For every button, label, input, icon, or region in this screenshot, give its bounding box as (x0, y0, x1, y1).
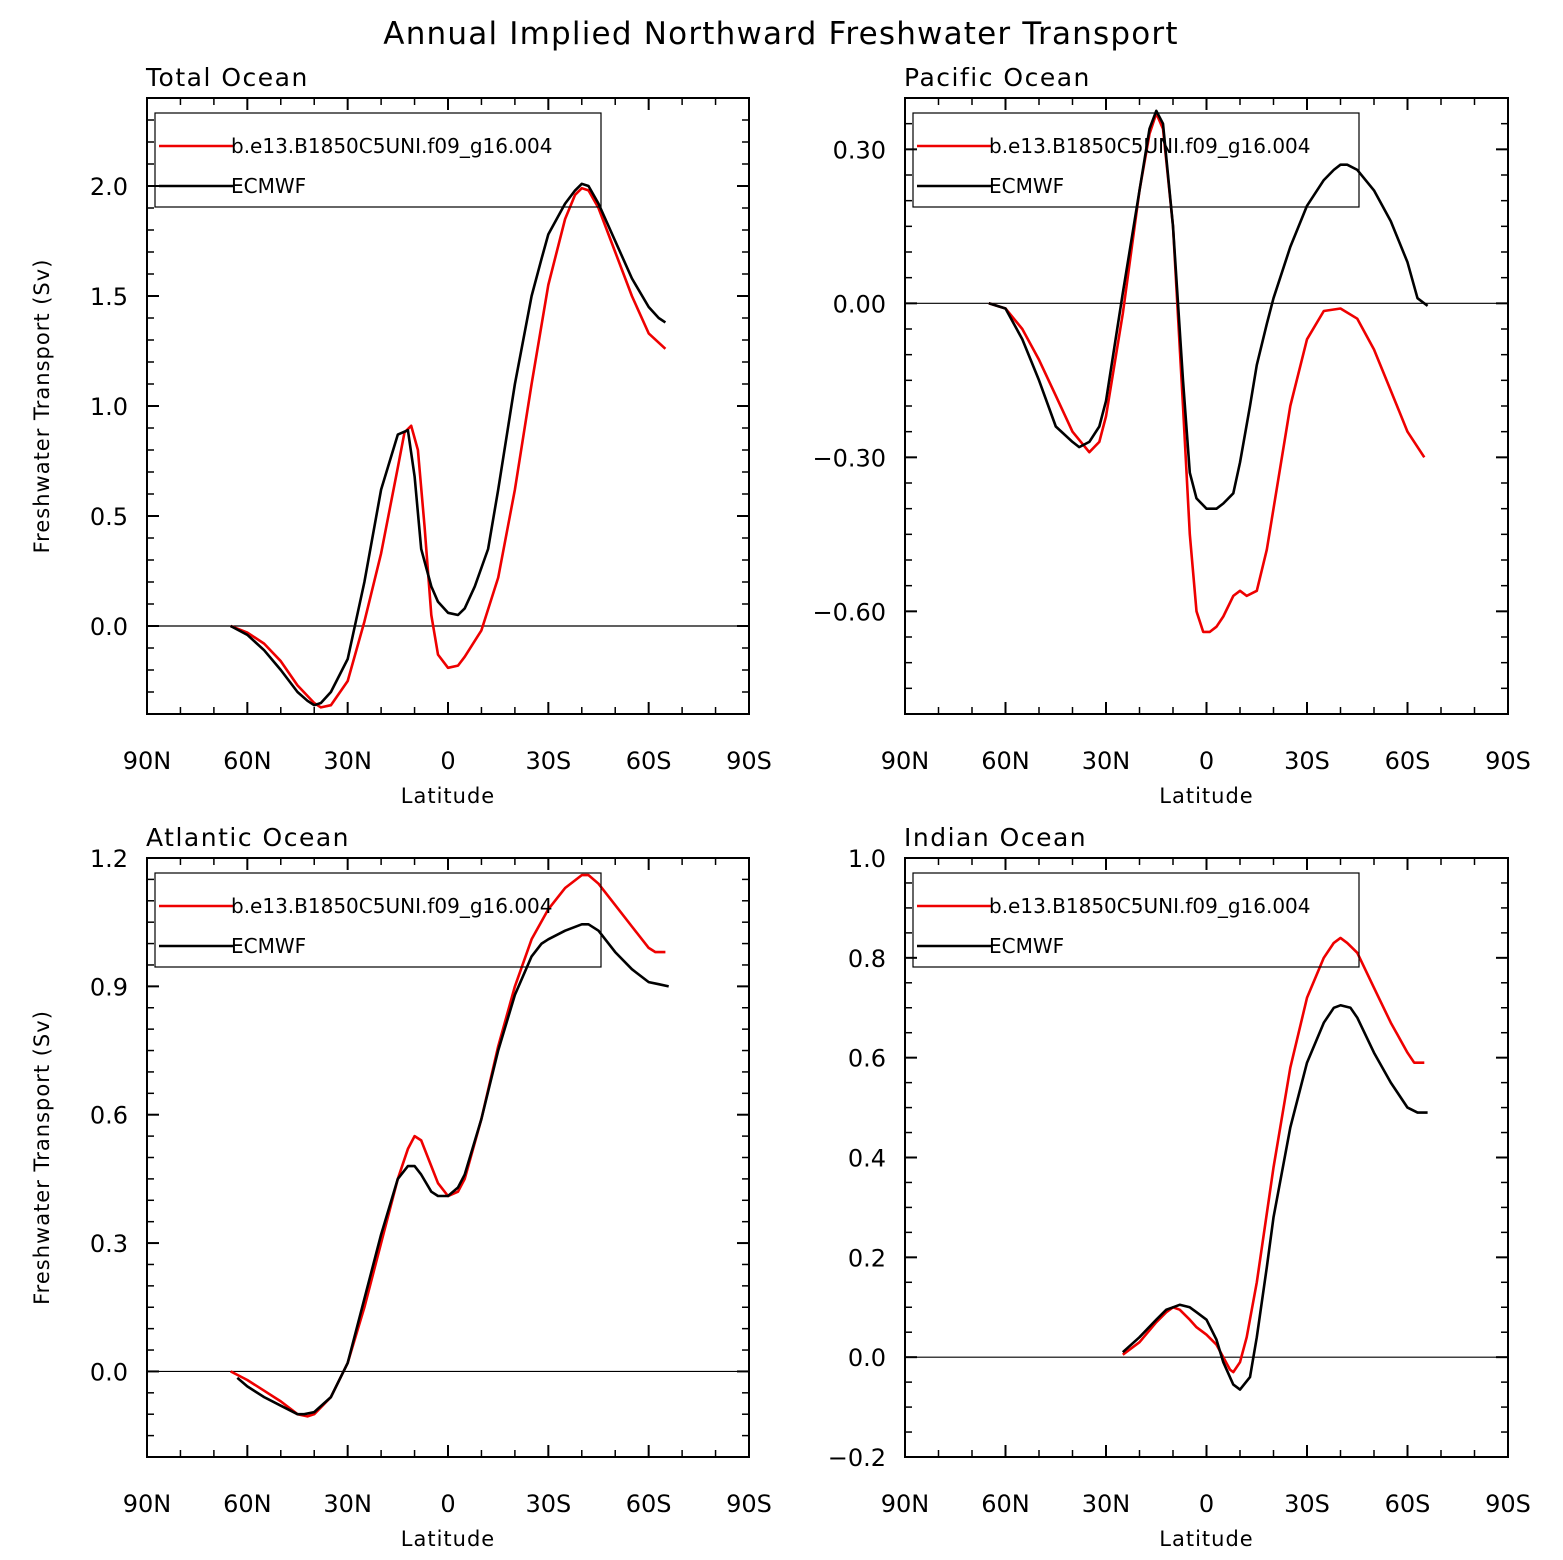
x-tick-label: 30S (1284, 1490, 1330, 1518)
x-tick-label: 30S (525, 747, 571, 775)
x-tick-label: 0 (440, 1490, 455, 1518)
y-axis-label: Freshwater Transport (Sv) (30, 259, 54, 554)
y-tick-label: 2.0 (90, 173, 128, 201)
x-tick-label: 90S (726, 747, 772, 775)
x-tick-label: 30S (525, 1490, 571, 1518)
legend-label: b.e13.B1850C5UNI.f09_g16.004 (231, 134, 553, 158)
x-tick-label: 90S (1485, 747, 1531, 775)
x-tick-label: 30N (1082, 1490, 1131, 1518)
x-tick-label: 90N (123, 747, 172, 775)
y-tick-label: 0.2 (848, 1244, 886, 1272)
y-tick-label: 0.4 (848, 1145, 886, 1173)
legend-label: ECMWF (989, 174, 1064, 198)
legend-label: ECMWF (989, 934, 1064, 958)
series-line-ecmwf (988, 109, 1429, 511)
y-tick-label: 0.0 (848, 1344, 886, 1372)
x-tick-label: 60S (1385, 747, 1431, 775)
series-line-ecmwf (236, 922, 669, 1416)
panel-title: Total Ocean (145, 63, 309, 92)
series-line-model (1122, 936, 1425, 1374)
x-axis-label: Latitude (401, 1527, 495, 1551)
y-tick-label: 0.8 (848, 945, 886, 973)
legend-label: ECMWF (231, 934, 306, 958)
panel-title: Atlantic Ocean (146, 823, 350, 852)
legend-label: b.e13.B1850C5UNI.f09_g16.004 (989, 894, 1311, 918)
x-tick-label: 60N (223, 1490, 272, 1518)
series-line-ecmwf (229, 182, 667, 707)
panel-total-ocean: Total Ocean 90N 60N 30N 0 30S 60S 90S 0.0 0.5 1.0 1… (30, 63, 772, 808)
y-tick-label: 0.3 (90, 1230, 128, 1258)
y-tick-label: −0.60 (812, 598, 886, 626)
series-line-model (230, 873, 666, 1418)
legend-label: ECMWF (231, 174, 306, 198)
y-tick-label: 0.30 (833, 136, 886, 164)
x-axis-label: Latitude (401, 784, 495, 808)
x-tick-label: 90N (881, 1490, 930, 1518)
x-tick-label: 90N (123, 1490, 172, 1518)
x-tick-label: 30N (1082, 747, 1131, 775)
x-tick-label: 0 (1199, 747, 1214, 775)
y-tick-label: −0.2 (828, 1444, 886, 1472)
series-line-model (230, 186, 667, 709)
x-tick-label: 60N (981, 1490, 1030, 1518)
legend-label: b.e13.B1850C5UNI.f09_g16.004 (989, 134, 1311, 158)
figure-title: Annual Implied Northward Freshwater Tran… (383, 16, 1178, 52)
x-tick-label: 0 (1199, 1490, 1214, 1518)
x-axis-label: Latitude (1159, 1527, 1253, 1551)
y-tick-label: 0.9 (90, 973, 128, 1001)
x-tick-label: 0 (440, 747, 455, 775)
x-tick-label: 60S (626, 747, 672, 775)
legend-label: b.e13.B1850C5UNI.f09_g16.004 (231, 894, 553, 918)
x-axis-label: Latitude (1159, 784, 1253, 808)
x-tick-label: 60N (981, 747, 1030, 775)
series-line-model (988, 112, 1426, 634)
panel-atlantic-ocean: Atlantic Ocean 90N 60N 30N 0 30S 60S 90S 0.0 0.3 0… (30, 823, 772, 1551)
x-tick-label: 30N (323, 1490, 372, 1518)
x-tick-label: 60N (223, 747, 272, 775)
x-tick-label: 90N (881, 747, 930, 775)
x-tick-label: 60S (626, 1490, 672, 1518)
legend-box (912, 112, 1360, 208)
y-tick-label: 1.2 (90, 845, 128, 873)
series-line-ecmwf (1121, 1003, 1428, 1391)
panel-title: Indian Ocean (904, 823, 1087, 852)
y-tick-label: 1.0 (848, 845, 886, 873)
panel-indian-ocean: Indian Ocean 90N 60N 30N 0 30S 60S 90S −0.2 0.0 0.… (828, 823, 1531, 1551)
panel-title: Pacific Ocean (904, 63, 1091, 92)
legend-box (154, 872, 602, 968)
y-tick-label: 0.6 (848, 1045, 886, 1073)
y-tick-label: 0.6 (90, 1102, 128, 1130)
x-tick-label: 90S (1485, 1490, 1531, 1518)
y-axis-label: Freshwater Transport (Sv) (30, 1010, 54, 1305)
y-tick-label: 0.0 (90, 613, 128, 641)
y-tick-label: −0.30 (812, 444, 886, 472)
legend-box (154, 112, 602, 208)
legend-box (912, 872, 1360, 968)
y-tick-label: 0.00 (833, 290, 886, 318)
x-tick-label: 30N (323, 747, 372, 775)
x-tick-label: 30S (1284, 747, 1330, 775)
y-tick-label: 0.5 (90, 503, 128, 531)
panel-pacific-ocean: Pacific Ocean 90N 60N 30N 0 30S 60S 90S −0.60 −0.… (812, 63, 1530, 808)
y-tick-label: 1.5 (90, 283, 128, 311)
y-tick-label: 1.0 (90, 393, 128, 421)
x-tick-label: 90S (726, 1490, 772, 1518)
y-tick-label: 0.0 (90, 1358, 128, 1386)
x-tick-label: 60S (1385, 1490, 1431, 1518)
